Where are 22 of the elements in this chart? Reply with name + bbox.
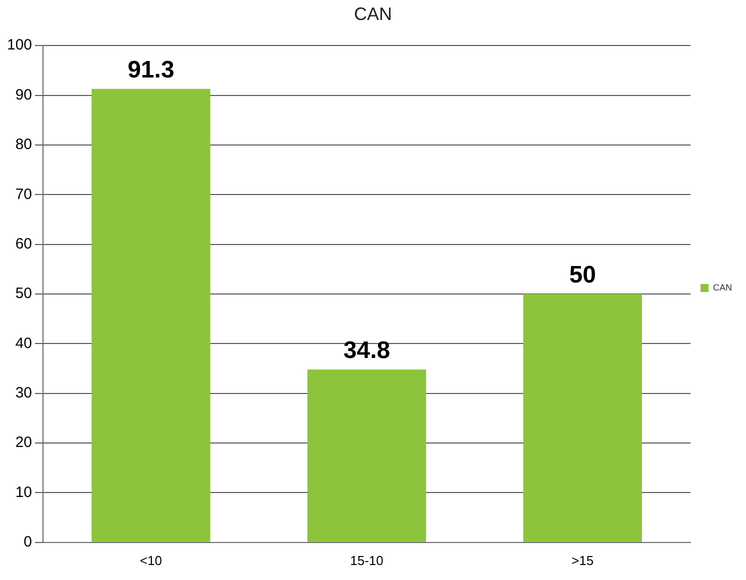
y-tick-label: 10 (15, 484, 32, 501)
y-tick-label: 30 (15, 384, 32, 402)
y-tick-label: 70 (15, 186, 32, 203)
data-label: 34.8 (343, 337, 390, 364)
x-tick-label: >15 (572, 552, 594, 568)
data-label: 50 (569, 262, 596, 289)
bar (92, 88, 210, 542)
y-tick-label: 0 (24, 534, 32, 551)
y-tick-label: 100 (6, 36, 32, 54)
x-tick-label: <10 (140, 552, 162, 568)
y-tick-label: 60 (15, 235, 32, 252)
chart-title: CAN (354, 4, 392, 24)
data-label: 91.3 (128, 56, 174, 84)
y-tick-label: 40 (15, 334, 32, 352)
bar (523, 294, 642, 542)
y-tick-label: 80 (15, 136, 32, 154)
y-tick-label: 20 (15, 434, 32, 452)
bar (307, 370, 426, 542)
y-tick-label: 50 (15, 285, 32, 302)
x-tick-label: 15-10 (350, 552, 384, 568)
y-tick-label: 90 (15, 86, 32, 104)
legend-label: CAN (713, 282, 732, 292)
